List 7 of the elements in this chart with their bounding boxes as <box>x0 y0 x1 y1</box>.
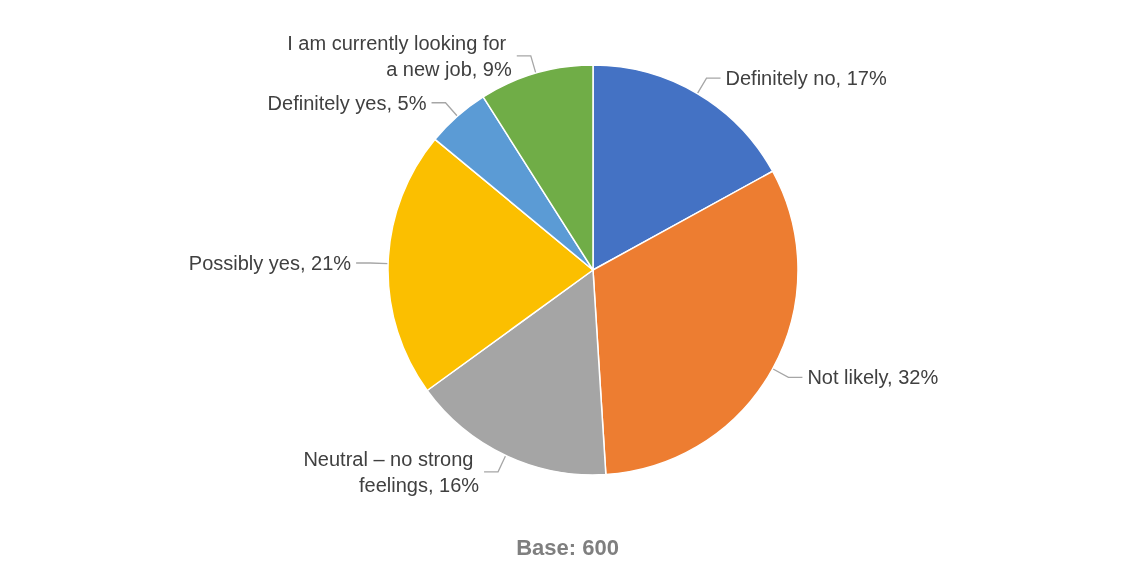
slice-label: Definitely no, 17% <box>725 67 887 90</box>
slice-label: Neutral – no strong feelings, 16% <box>303 447 480 496</box>
text: Base: 600 <box>516 534 619 560</box>
slice-label: Definitely yes, 5% <box>267 91 427 114</box>
slice-label: Not likely, 32% <box>807 366 939 389</box>
slice-label: I am currently looking for a new job, 9% <box>287 31 512 80</box>
slice-label: Possibly yes, 21% <box>188 252 352 274</box>
